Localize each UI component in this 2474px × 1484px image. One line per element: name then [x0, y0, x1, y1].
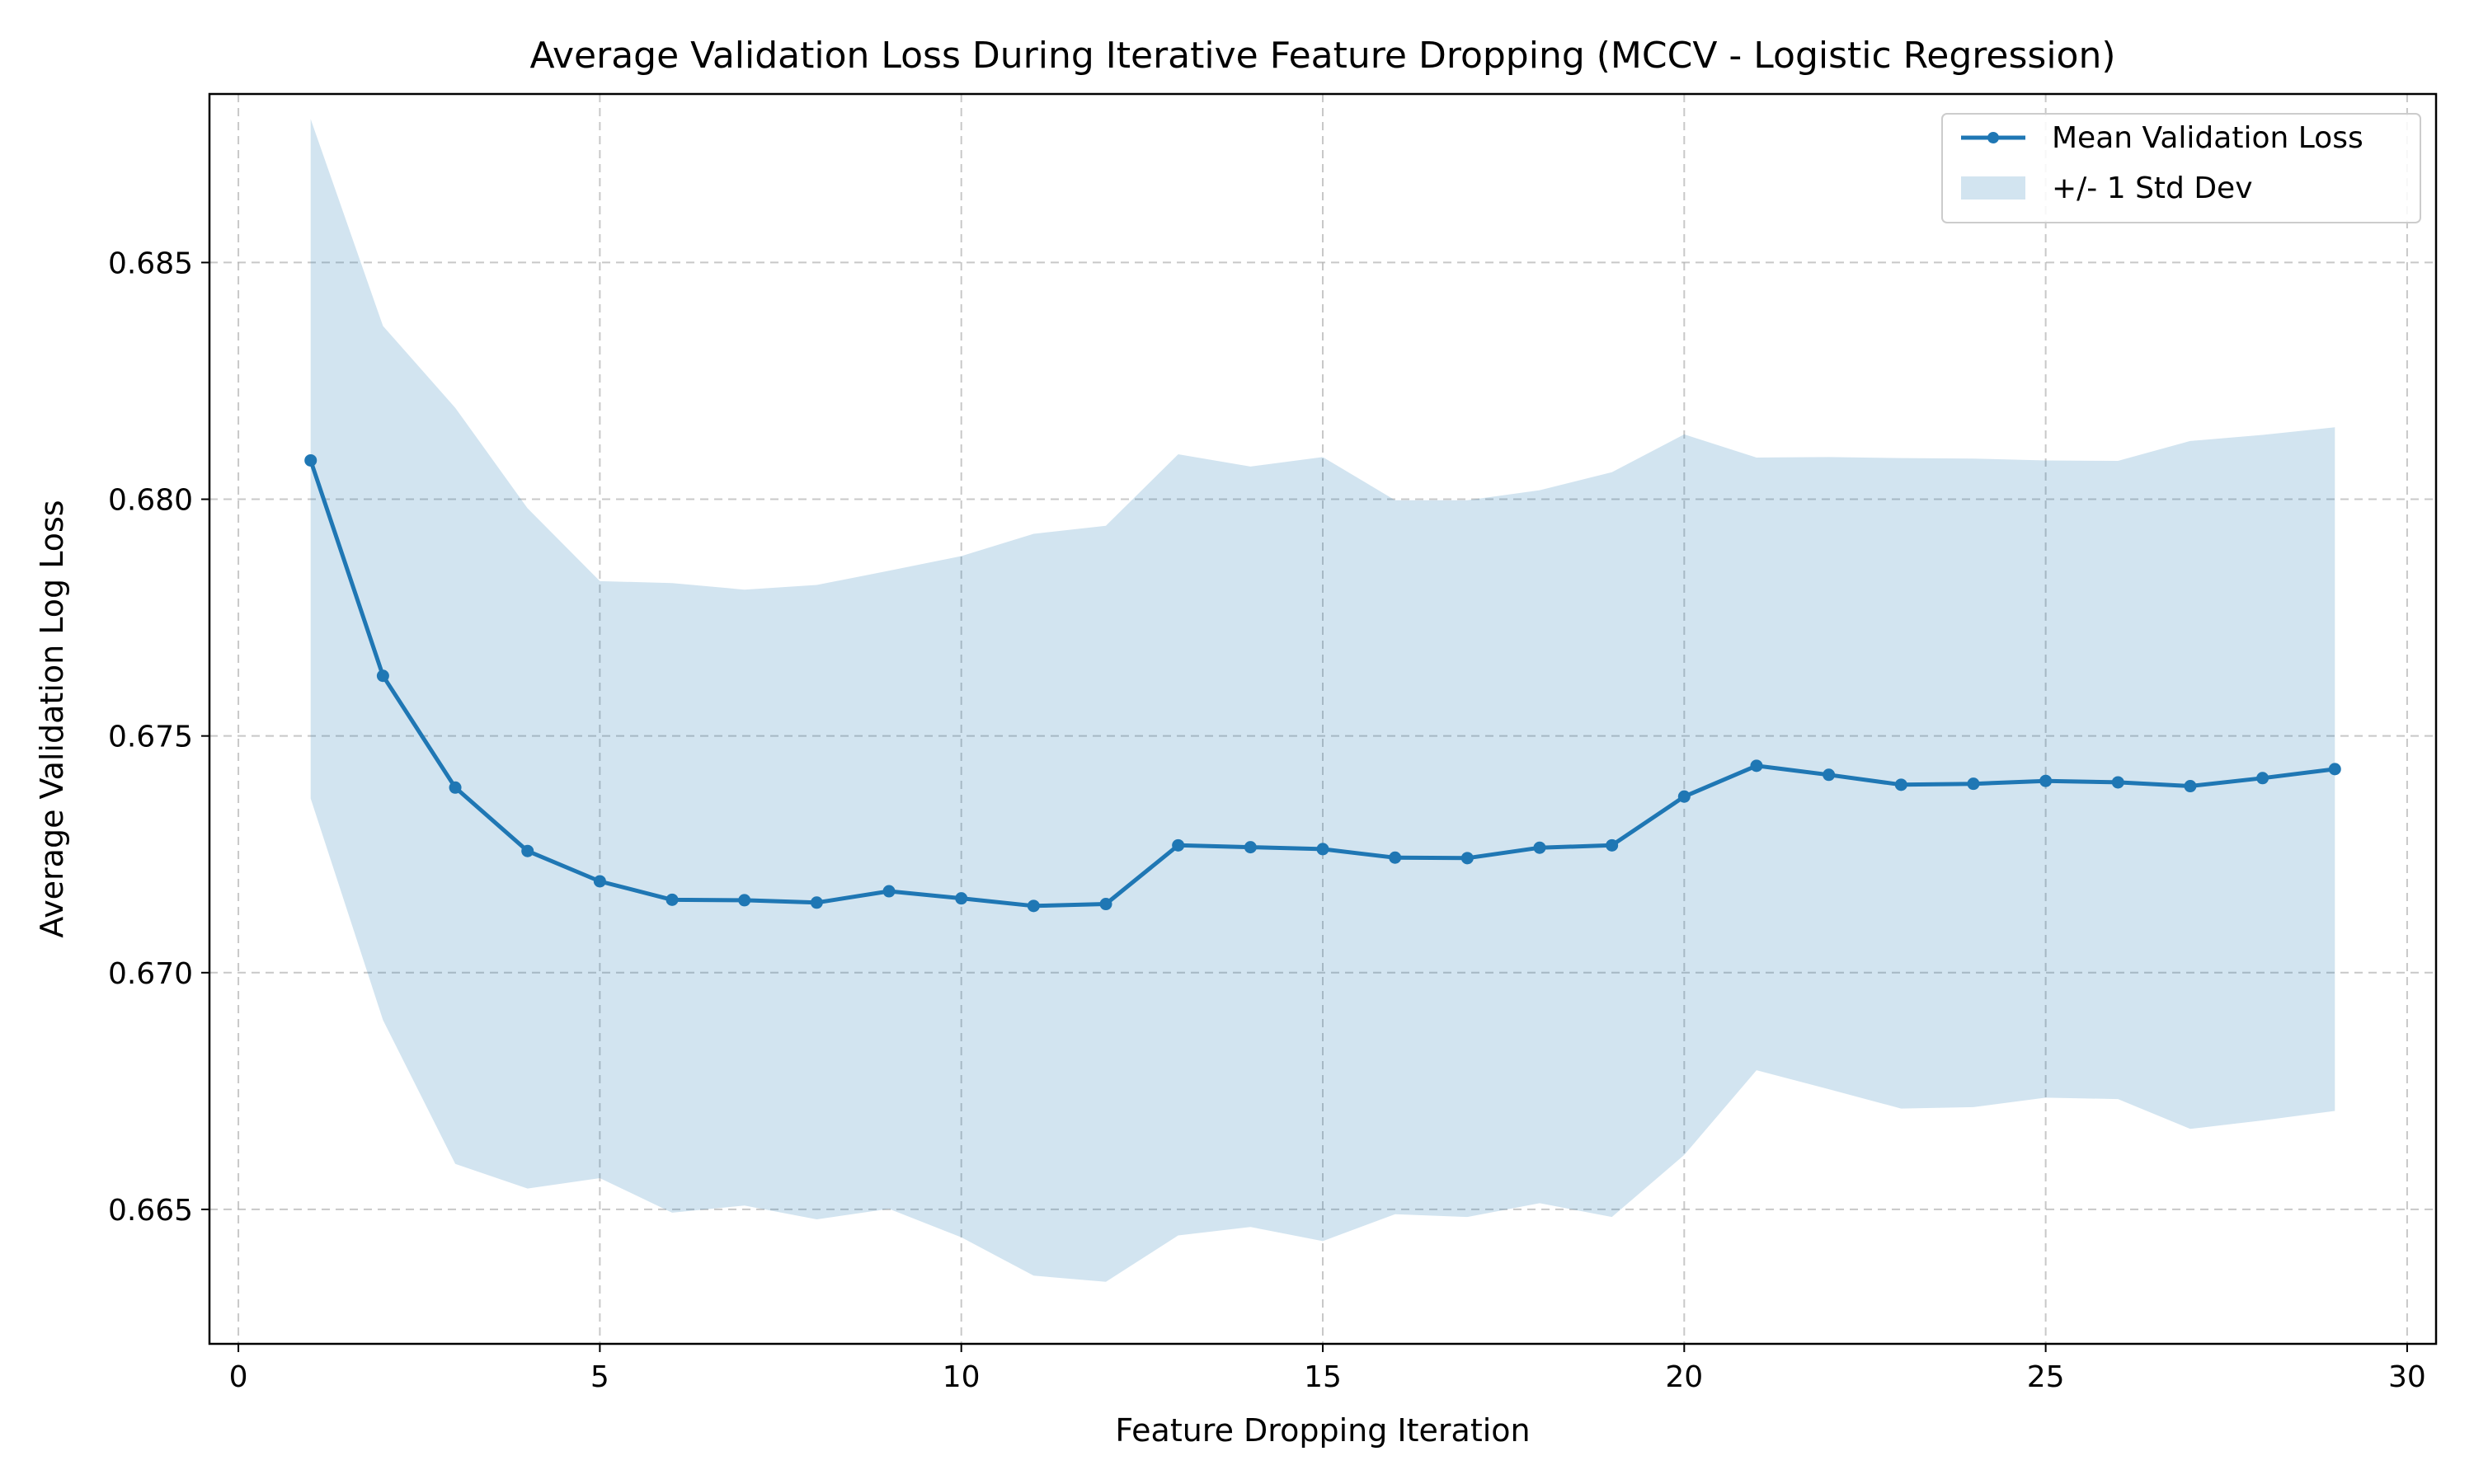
y-tick-label: 0.665 — [108, 1194, 193, 1228]
y-tick-label: 0.675 — [108, 721, 193, 754]
data-point — [1750, 759, 1763, 773]
data-point — [1172, 838, 1185, 852]
data-point — [810, 896, 823, 909]
data-point — [1389, 851, 1402, 864]
data-point — [1316, 843, 1329, 856]
data-point — [738, 894, 751, 907]
data-point — [1606, 838, 1619, 852]
x-axis-label: Feature Dropping Iteration — [1115, 1412, 1530, 1449]
data-point — [376, 669, 389, 683]
legend: Mean Validation Loss +/- 1 Std Dev — [1941, 113, 2421, 223]
grid-lines — [209, 94, 2436, 1344]
y-tick-label: 0.685 — [108, 247, 193, 280]
data-point — [2256, 772, 2269, 785]
data-point — [955, 892, 968, 905]
x-tick-label: 10 — [943, 1360, 981, 1394]
data-point — [1823, 768, 1836, 782]
data-point — [1533, 841, 1546, 854]
data-point — [449, 781, 462, 794]
x-tick-label: 30 — [2388, 1360, 2426, 1394]
x-tick-label: 25 — [2027, 1360, 2065, 1394]
data-point — [2328, 763, 2341, 776]
legend-marker-swatch — [1987, 132, 1999, 143]
x-tick-label: 5 — [590, 1360, 609, 1394]
data-point — [1027, 899, 1040, 913]
data-point — [2111, 776, 2124, 789]
y-tick-label: 0.670 — [108, 957, 193, 991]
std-dev-band-area — [310, 119, 2335, 1282]
data-point — [1677, 790, 1691, 803]
x-tick-label: 20 — [1665, 1360, 1703, 1394]
legend-label-mean: Mean Validation Loss — [2052, 121, 2363, 155]
x-axis-ticks: 0 5 10 15 20 25 30 — [229, 1344, 2426, 1394]
legend-box — [1941, 113, 2421, 223]
legend-label-band: +/- 1 Std Dev — [2052, 171, 2253, 205]
data-point — [1460, 852, 1474, 865]
data-point — [1967, 777, 1980, 791]
y-tick-label: 0.680 — [108, 484, 193, 518]
y-axis-label: Average Validation Log Loss — [34, 500, 70, 937]
legend-band-swatch — [1961, 176, 2025, 200]
data-point — [593, 875, 606, 888]
chart-title: Average Validation Loss During Iterative… — [529, 35, 2115, 77]
data-point — [521, 844, 534, 857]
std-dev-band — [310, 119, 2335, 1282]
data-point — [1244, 841, 1257, 854]
x-tick-label: 0 — [229, 1360, 248, 1394]
data-point — [666, 893, 679, 906]
data-point — [1894, 778, 1907, 791]
data-point — [1099, 898, 1112, 911]
data-point — [2039, 774, 2053, 787]
y-axis-ticks: 0.665 0.670 0.675 0.680 0.685 — [108, 247, 209, 1228]
x-tick-label: 15 — [1304, 1360, 1342, 1394]
data-point — [304, 453, 317, 467]
data-point — [2184, 780, 2197, 793]
data-point — [882, 885, 896, 898]
mean-series — [304, 453, 2341, 913]
